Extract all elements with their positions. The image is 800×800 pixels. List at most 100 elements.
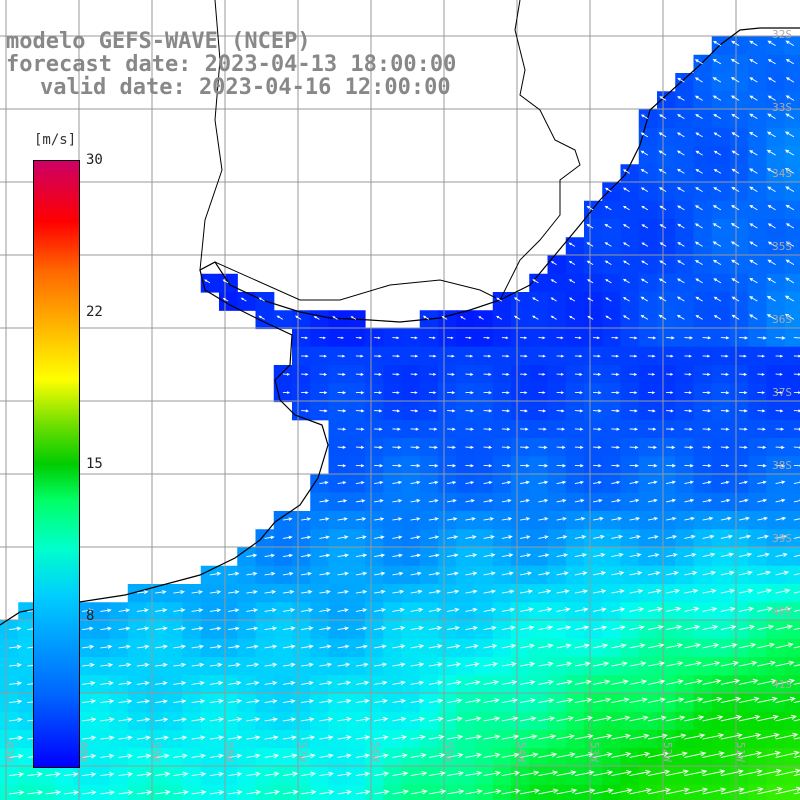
lat-label: 35S (772, 240, 792, 253)
wind-arrow (100, 735, 115, 741)
wind-arrow (428, 480, 439, 485)
wind-arrow (622, 224, 630, 229)
wind-cell (784, 638, 800, 658)
wind-arrow (483, 336, 491, 340)
wind-cell (620, 310, 640, 330)
wind-arrow (355, 336, 363, 340)
wind-cell (657, 310, 676, 330)
wind-arrow (793, 773, 800, 777)
wind-cell (675, 109, 695, 129)
wind-arrow (629, 372, 638, 376)
wind-arrow (793, 627, 800, 631)
wind-arrow (532, 279, 539, 284)
wind-arrow (447, 336, 454, 340)
wind-arrow (428, 789, 447, 795)
wind-arrow (702, 516, 714, 521)
wind-arrow (684, 769, 708, 777)
wind-arrow (712, 223, 722, 229)
wind-arrow (793, 391, 800, 394)
wind-cell (529, 273, 549, 293)
wind-arrow (173, 590, 185, 595)
wind-arrow (684, 679, 703, 685)
wind-arrow (392, 589, 405, 594)
wind-arrow (319, 391, 328, 395)
wind-arrow (447, 716, 463, 722)
wind-arrow (228, 571, 240, 576)
wind-cell (748, 273, 768, 293)
wind-arrow (684, 516, 695, 521)
wind-arrow (209, 608, 222, 613)
wind-cell (730, 54, 749, 74)
wind-arrow (720, 516, 732, 521)
wind-arrow (739, 588, 754, 594)
wind-arrow (9, 699, 23, 704)
wind-arrow (337, 481, 347, 485)
wind-arrow (501, 372, 510, 376)
wind-arrow (720, 391, 730, 395)
wind-arrow (684, 642, 702, 649)
wind-arrow (355, 372, 364, 376)
wind-cell (766, 219, 786, 238)
wind-cell (784, 657, 800, 676)
wind-cell (766, 73, 786, 92)
wind-arrow (775, 750, 800, 758)
wind-arrow (428, 391, 437, 395)
lon-label: 51W (734, 742, 747, 762)
wind-cell (766, 200, 786, 220)
wind-arrow (264, 662, 278, 668)
wind-arrow (593, 770, 614, 777)
wind-arrow (319, 680, 333, 686)
wind-arrow (337, 464, 347, 468)
wind-arrow (173, 735, 188, 741)
wind-arrow (775, 409, 784, 413)
wind-arrow (684, 697, 704, 704)
wind-arrow (447, 499, 457, 503)
wind-arrow (757, 588, 772, 594)
wind-arrow (713, 278, 722, 284)
wind-cell (748, 146, 768, 165)
wind-arrow (785, 204, 795, 211)
colorbar-tick: 8 (86, 608, 95, 624)
wind-arrow (301, 517, 312, 521)
wind-cell (657, 273, 676, 293)
wind-arrow (647, 516, 659, 521)
wind-arrow (647, 751, 670, 758)
lat-label: 32S (772, 28, 792, 41)
wind-arrow (428, 752, 446, 758)
wind-arrow (204, 279, 211, 284)
wind-cell (784, 784, 800, 800)
wind-arrow (720, 769, 744, 777)
wind-cell (529, 310, 549, 330)
wind-arrow (720, 372, 730, 376)
wind-arrow (556, 607, 571, 612)
wind-arrow (684, 480, 694, 485)
wind-arrow (374, 480, 384, 485)
wind-arrow (191, 699, 206, 704)
wind-arrow (757, 786, 783, 795)
wind-arrow (574, 571, 588, 576)
wind-arrow (301, 771, 317, 777)
wind-arrow (757, 464, 767, 468)
wind-arrow (695, 168, 703, 174)
wind-arrow (666, 769, 689, 777)
wind-cell (748, 91, 768, 111)
wind-arrow (173, 717, 187, 722)
wind-arrow (465, 643, 479, 649)
wind-arrow (574, 391, 584, 395)
wind-arrow (136, 608, 149, 613)
wind-arrow (501, 354, 510, 358)
wind-cell (693, 127, 713, 147)
wind-arrow (191, 771, 207, 777)
wind-cell (602, 310, 622, 330)
wind-arrow (465, 354, 474, 358)
wind-cell (620, 200, 640, 220)
wind-arrow (712, 58, 722, 65)
wind-arrow (611, 409, 620, 413)
wind-arrow (191, 735, 206, 741)
wind-arrow (785, 95, 795, 101)
wind-arrow (355, 771, 371, 777)
wind-arrow (538, 752, 558, 758)
wind-arrow (27, 789, 44, 796)
wind-cell (0, 784, 19, 800)
wind-arrow (483, 391, 493, 395)
